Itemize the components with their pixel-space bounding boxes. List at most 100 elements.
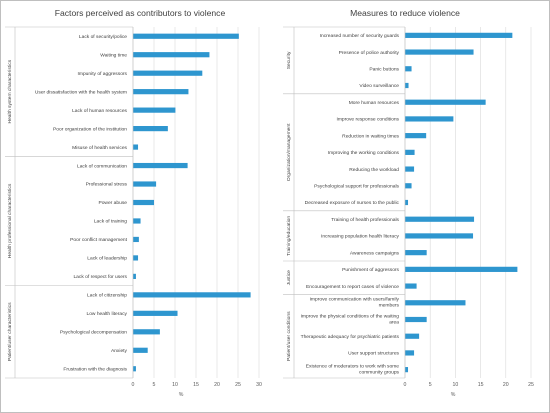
x-tick-label: 5 — [429, 382, 432, 388]
bar — [405, 32, 513, 38]
bar — [133, 329, 160, 335]
category-label: Improve the physical conditions of the w… — [301, 313, 400, 325]
bar — [133, 52, 210, 58]
bar — [405, 250, 427, 256]
x-tick-label: 30 — [256, 382, 262, 388]
category-label: Reduction in waiting times — [342, 133, 399, 139]
category-label: Therapeutic adequacy for psychiatric pat… — [301, 334, 400, 340]
bar — [133, 273, 136, 279]
bar — [405, 333, 420, 339]
category-label: Misuse of health services — [72, 145, 127, 151]
group-label: Patient/user conditions — [286, 311, 292, 361]
bar — [405, 316, 427, 323]
category-label: Improving the working conditions — [328, 150, 400, 156]
category-label: Lack of human resources — [72, 108, 127, 114]
category-label: Increased number of security guards — [320, 33, 400, 39]
bar — [133, 144, 139, 150]
category-label: Low health literacy — [86, 311, 127, 317]
category-label: Lack of leadership — [87, 256, 127, 262]
category-label: Frustration with the diagnosis — [63, 366, 127, 372]
group-label: Justice — [286, 270, 292, 286]
bar — [405, 82, 409, 89]
group-label: Health professional characteristics — [7, 183, 13, 258]
category-label: Presence of police authority — [339, 50, 400, 56]
bar — [133, 33, 239, 39]
category-label: Awareness campaigns — [350, 250, 400, 256]
category-label: Reducing the workload — [349, 167, 399, 173]
category-label: Lack of citizenship — [87, 293, 127, 299]
category-label: Improve communication with users/family m… — [310, 297, 400, 309]
group-label: Patient/user characteristics — [7, 302, 13, 361]
category-label: Poor conflict management — [70, 237, 127, 243]
category-label: Video surveillance — [359, 83, 399, 89]
category-label: Improve response conditions — [336, 117, 399, 123]
bar — [405, 99, 486, 105]
category-label: Training of health professionals — [331, 217, 399, 223]
category-label: Encouragement to report cases of violenc… — [306, 284, 399, 290]
bar — [405, 133, 427, 139]
bar — [405, 300, 466, 306]
bar — [405, 266, 518, 272]
category-label: User support structures — [348, 351, 399, 357]
bar — [133, 89, 189, 95]
bar — [405, 367, 409, 373]
category-label: Lack of respect for users — [73, 274, 127, 280]
x-tick-label: 15 — [478, 382, 484, 388]
bar — [133, 218, 141, 224]
category-label: Lack of security/police — [79, 34, 127, 40]
category-label: Existence of moderators to work with som… — [306, 363, 400, 375]
bar — [405, 183, 412, 189]
chart-title-2: Measures to reduce violence — [350, 8, 460, 18]
x-tick-label: 25 — [528, 382, 534, 388]
x-tick-label: 20 — [214, 382, 220, 388]
bar — [133, 310, 178, 316]
category-label: Lack of communication — [77, 163, 127, 169]
category-label: Psychological decompensation — [60, 330, 127, 336]
bar — [405, 350, 415, 356]
category-label: User dissatisfaction with the health sys… — [35, 89, 127, 95]
group-label: Health system characteristics — [7, 59, 13, 123]
category-label: Professional stress — [86, 182, 128, 188]
bar — [405, 216, 475, 222]
bar — [405, 199, 409, 206]
category-label: Psychological support for professionals — [314, 183, 399, 189]
bar — [133, 162, 188, 169]
x-tick-label: 20 — [503, 382, 509, 388]
bar — [133, 126, 168, 132]
group-label: Organization/management — [286, 123, 292, 181]
category-label: Poor organization of the institution — [53, 126, 127, 132]
x-tick-label: 0 — [404, 382, 407, 388]
bar — [405, 116, 454, 122]
category-label: Punishment of aggressors — [342, 267, 399, 273]
bar — [405, 149, 415, 155]
bar — [133, 70, 203, 76]
group-label: Training/education — [286, 216, 292, 256]
category-label: Anxiety — [111, 348, 128, 354]
bar — [405, 166, 415, 172]
chart-title-1: Factors perceived as contributors to vio… — [55, 8, 226, 18]
group-label: Security — [286, 51, 292, 69]
x-tick-label: 10 — [172, 382, 178, 388]
bar — [133, 347, 148, 353]
x-tick-label: 10 — [453, 382, 459, 388]
category-label: Power abuse — [98, 200, 127, 206]
category-label: Increasing population health literacy — [321, 234, 400, 240]
bar — [405, 233, 474, 239]
bar — [133, 366, 136, 372]
category-label: More human resources — [349, 100, 400, 106]
bar — [405, 49, 474, 55]
x-tick-label: 25 — [235, 382, 241, 388]
bar — [133, 292, 251, 298]
category-label: Waiting time — [100, 52, 127, 58]
category-label: Panic buttons — [369, 66, 399, 72]
x-tick-label: 5 — [153, 382, 156, 388]
bar — [133, 181, 157, 187]
category-label: Impunity of aggressors — [78, 71, 128, 77]
bar — [405, 66, 412, 72]
x-axis-label: % — [451, 392, 456, 398]
bar — [405, 283, 417, 289]
category-label: Decreased exposure of nurses to the publ… — [305, 200, 400, 206]
x-axis-label: % — [179, 392, 184, 398]
bar — [133, 255, 139, 261]
